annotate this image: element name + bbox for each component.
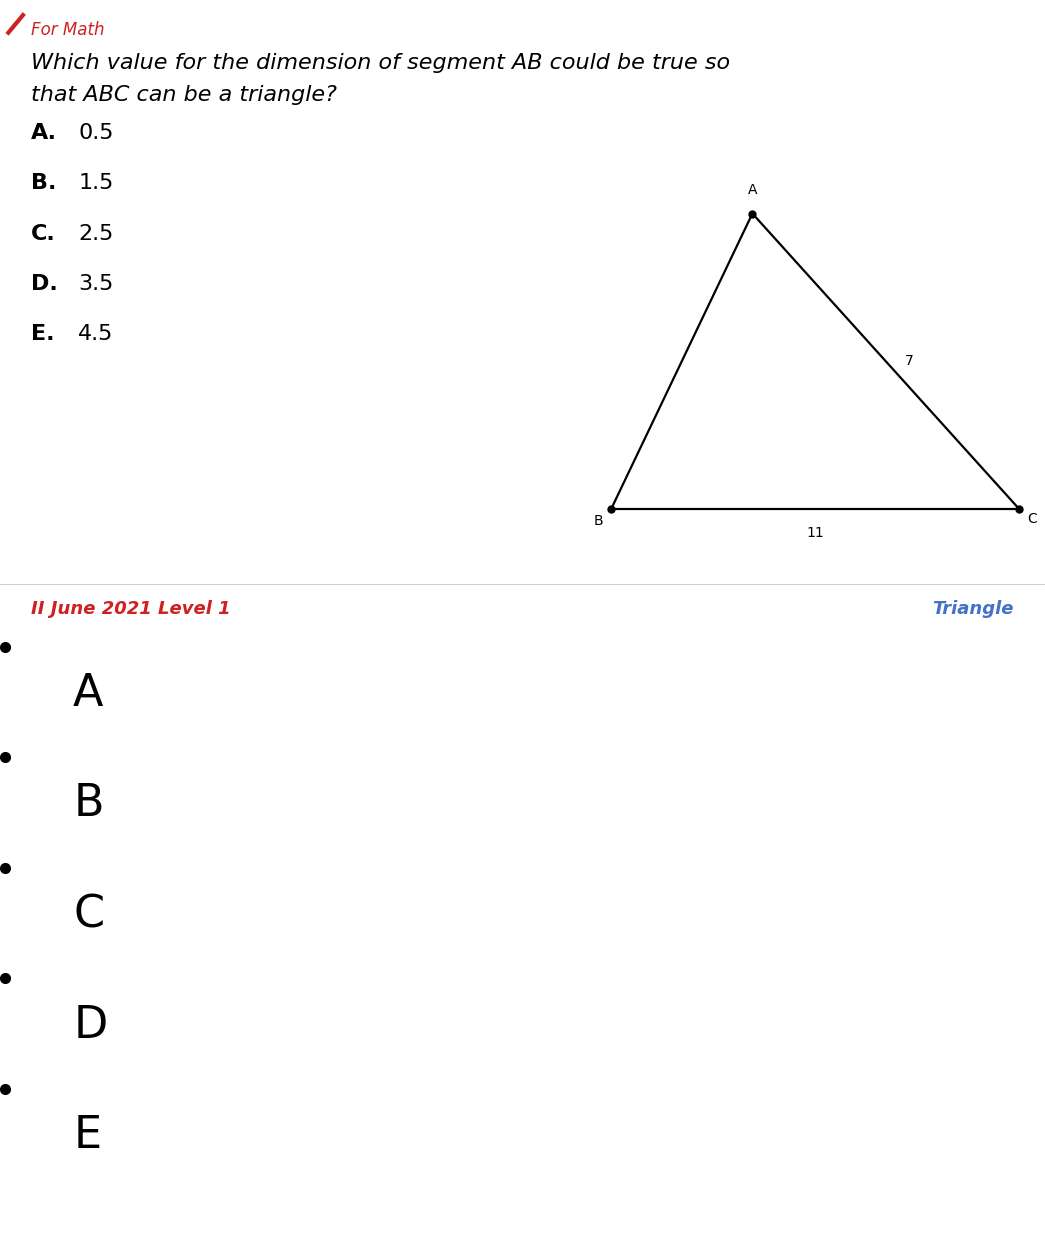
Text: A: A xyxy=(73,672,103,715)
Text: D.: D. xyxy=(31,274,59,294)
Text: 2.5: 2.5 xyxy=(78,224,114,244)
Text: A.: A. xyxy=(31,123,57,143)
Text: Which value for the dimension of segment AB could be true so: Which value for the dimension of segment… xyxy=(31,53,730,73)
Text: 11: 11 xyxy=(807,526,823,540)
Text: C: C xyxy=(1027,512,1037,526)
Text: 0.5: 0.5 xyxy=(78,123,114,143)
Text: E: E xyxy=(73,1114,101,1157)
Text: A: A xyxy=(747,183,758,197)
Text: that ABC can be a triangle?: that ABC can be a triangle? xyxy=(31,85,338,106)
Text: B: B xyxy=(594,514,603,528)
Text: Triangle: Triangle xyxy=(932,600,1014,618)
Text: D: D xyxy=(73,1004,108,1046)
Text: 1.5: 1.5 xyxy=(78,173,114,193)
Text: E.: E. xyxy=(31,324,54,344)
Text: C: C xyxy=(73,893,104,936)
Text: B: B xyxy=(73,782,103,825)
Text: II June 2021 Level 1: II June 2021 Level 1 xyxy=(31,600,231,618)
Text: 7: 7 xyxy=(904,354,913,368)
Text: C.: C. xyxy=(31,224,56,244)
Text: For Math: For Math xyxy=(31,21,104,39)
Text: 4.5: 4.5 xyxy=(78,324,114,344)
Text: 3.5: 3.5 xyxy=(78,274,114,294)
Text: B.: B. xyxy=(31,173,56,193)
